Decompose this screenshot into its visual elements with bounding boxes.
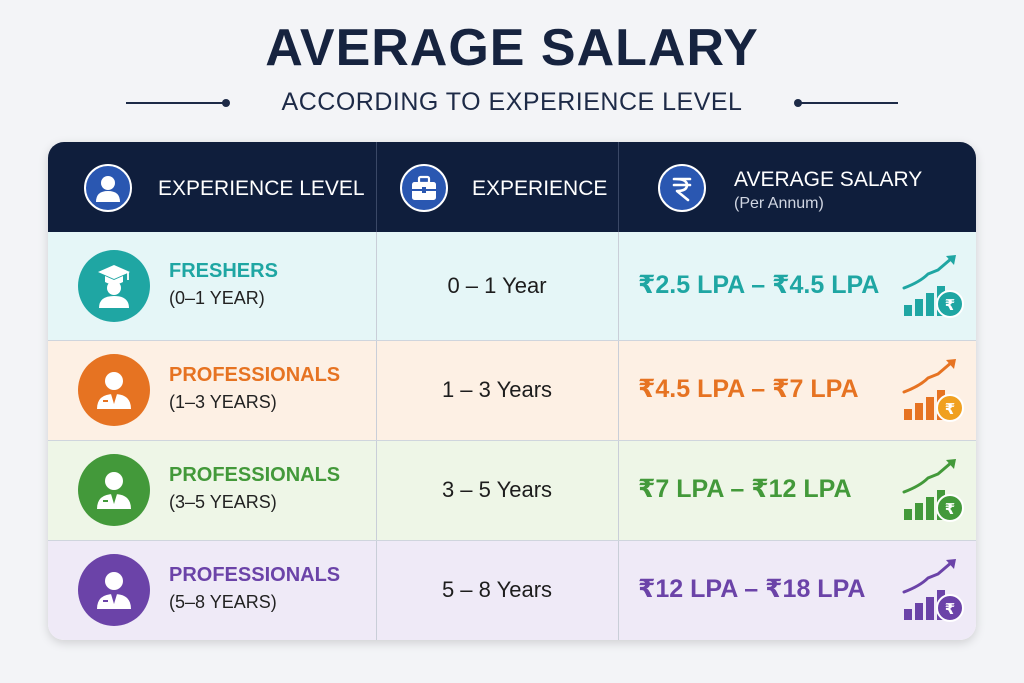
column-divider <box>618 540 619 640</box>
header-divider <box>376 142 377 232</box>
column-divider <box>376 440 377 540</box>
column-divider <box>618 340 619 440</box>
svg-text:₹: ₹ <box>945 296 955 314</box>
header-label: EXPERIENCE LEVEL <box>158 177 365 200</box>
subtitle-dot-left <box>222 99 230 107</box>
level-name: PROFESSIONALS <box>169 564 341 586</box>
row-border <box>48 540 976 541</box>
salary-table: EXPERIENCE LEVEL EXPERIENCE AVERAGE SALA… <box>48 142 976 640</box>
growth-chart-icon: ₹ <box>898 454 970 526</box>
header-sublabel: (Per Annum) <box>734 195 824 212</box>
subtitle: ACCORDING TO EXPERIENCE LEVEL <box>281 88 743 116</box>
subtitle-rule-right <box>800 102 898 104</box>
table-row: PROFESSIONALS (5–8 YEARS) 5 – 8 Years ₹12 L… <box>48 540 976 640</box>
column-divider <box>376 540 377 640</box>
level-name: PROFESSIONALS <box>169 364 341 386</box>
level-range: (1–3 YEARS) <box>169 392 277 412</box>
level-name: PROFESSIONALS <box>169 464 341 486</box>
salary-value: ₹12 LPA – ₹18 LPA <box>638 575 866 603</box>
svg-text:₹: ₹ <box>945 500 955 518</box>
column-divider <box>376 340 377 440</box>
column-divider <box>618 232 619 340</box>
header-label: EXPERIENCE <box>472 177 608 200</box>
growth-chart-icon: ₹ <box>898 354 970 426</box>
svg-text:₹: ₹ <box>945 600 955 618</box>
subtitle-dot-right <box>794 99 802 107</box>
table-row: PROFESSIONALS (1–3 YEARS) 1 – 3 Years ₹4.5 … <box>48 340 976 440</box>
row-border <box>48 440 976 441</box>
rupee-icon <box>658 164 706 212</box>
row-border <box>48 340 976 341</box>
header-divider <box>618 142 619 232</box>
header-average-salary: AVERAGE SALARY (Per Annum) <box>618 142 976 232</box>
professional-icon <box>78 354 150 426</box>
table-header: EXPERIENCE LEVEL EXPERIENCE AVERAGE SALA… <box>48 142 976 232</box>
subtitle-rule-left <box>126 102 224 104</box>
professional-icon <box>78 454 150 526</box>
experience-value: 1 – 3 Years <box>441 377 553 402</box>
table-row: PROFESSIONALS (3–5 YEARS) 3 – 5 Years ₹7 LP… <box>48 440 976 540</box>
header-label: AVERAGE SALARY <box>734 168 923 191</box>
svg-text:₹: ₹ <box>945 400 955 418</box>
column-divider <box>376 232 377 340</box>
experience-value: 0 – 1 Year <box>447 273 547 298</box>
subtitle-row: ACCORDING TO EXPERIENCE LEVEL <box>0 88 1024 118</box>
header-experience: EXPERIENCE <box>376 142 618 232</box>
experience-value: 5 – 8 Years <box>441 577 553 602</box>
column-divider <box>618 440 619 540</box>
growth-chart-icon: ₹ <box>898 250 970 322</box>
person-icon <box>84 164 132 212</box>
level-range: (3–5 YEARS) <box>169 492 277 512</box>
table-row: FRESHERS (0–1 YEAR) 0 – 1 Year ₹2.5 LPA – ₹… <box>48 232 976 340</box>
level-range: (5–8 YEARS) <box>169 592 277 612</box>
level-name: FRESHERS <box>169 260 278 282</box>
page-title: AVERAGE SALARY <box>265 19 759 77</box>
salary-value: ₹4.5 LPA – ₹7 LPA <box>638 375 859 403</box>
graduate-icon <box>78 250 150 322</box>
briefcase-icon <box>400 164 448 212</box>
salary-value: ₹2.5 LPA – ₹4.5 LPA <box>638 271 880 299</box>
level-range: (0–1 YEAR) <box>169 288 265 308</box>
salary-value: ₹7 LPA – ₹12 LPA <box>638 475 852 503</box>
experience-value: 3 – 5 Years <box>441 477 553 502</box>
header-experience-level: EXPERIENCE LEVEL <box>48 142 376 232</box>
growth-chart-icon: ₹ <box>898 554 970 626</box>
professional-icon <box>78 554 150 626</box>
